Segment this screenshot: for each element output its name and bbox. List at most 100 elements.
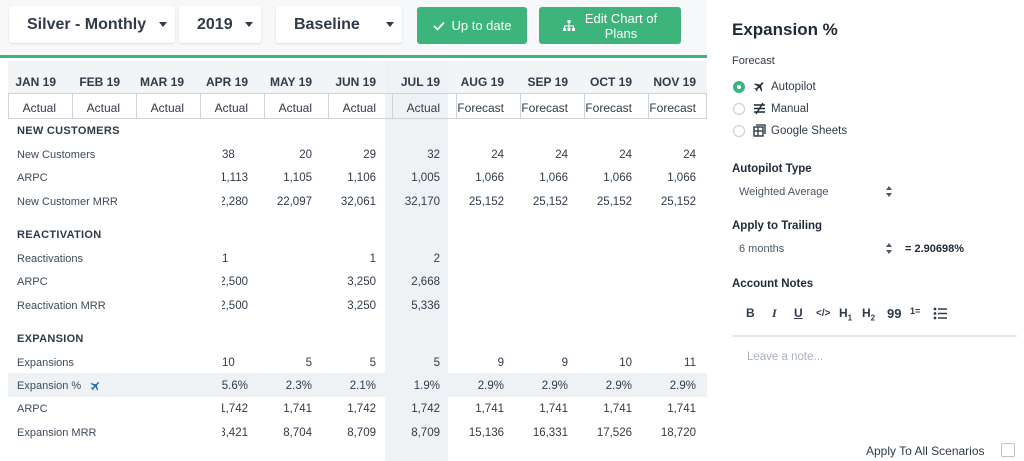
month-header: MAR 19 [139,75,184,89]
table-cell[interactable]: 2.9% [541,380,568,392]
table-cell[interactable]: 8,709 [347,427,376,439]
table-cell[interactable]: 2,500 [222,276,248,288]
table-cell[interactable]: 2.3% [285,380,312,392]
option-autopilot[interactable]: Autopilot [753,80,816,93]
table-cell[interactable]: 1 [369,253,376,265]
table-cell[interactable]: 1,741 [667,403,696,415]
table-cell[interactable]: 32,061 [340,196,376,208]
apply-all-scenarios-label: Apply To All Scenarios [866,444,985,458]
table-cell[interactable]: 1,113 [222,172,248,184]
table-cell[interactable]: 1,741 [603,403,632,415]
table-cell[interactable]: 24 [619,149,632,161]
table-cell[interactable]: 1,066 [475,172,504,184]
table-cell[interactable]: 8,704 [283,427,312,439]
table-cell[interactable]: 2.1% [349,380,376,392]
table-cell[interactable]: 2.9% [669,380,696,392]
table-cell[interactable]: 1 [222,253,229,265]
table-cell[interactable]: 15,136 [468,427,504,439]
row-label-expansion-pct[interactable]: Expansion % [17,380,102,392]
detail-panel: Expansion % Forecast Autopilot Manual Go… [707,0,1024,461]
up-to-date-button[interactable]: Up to date [417,7,527,44]
table-cell[interactable]: 1,741 [475,403,504,415]
table-cell[interactable]: 25,152 [660,196,696,208]
table-cell[interactable]: 5 [305,357,312,369]
ordered-list-button[interactable]: 1= [910,306,921,316]
table-cell[interactable]: 5.6% [222,380,248,392]
column-type-label: Actual [214,101,248,115]
apply-all-scenarios-checkbox[interactable] [1001,443,1015,457]
quote-button[interactable]: 99 [887,306,902,321]
table-cell[interactable]: 1,066 [667,172,696,184]
column-divider [328,93,329,118]
radio-google-sheets[interactable] [733,125,745,137]
radio-autopilot[interactable] [733,81,745,93]
table-cell[interactable]: 24 [683,149,696,161]
table-cell[interactable]: 8,421 [222,427,248,439]
column-type-label: Actual [86,101,120,115]
table-cell[interactable]: 5,336 [411,300,440,312]
table-cell[interactable]: 2.9% [605,380,632,392]
table-cell[interactable]: 16,331 [532,427,568,439]
option-google-sheets[interactable]: Google Sheets [753,124,847,137]
table-cell[interactable]: 1,066 [539,172,568,184]
table-cell[interactable]: 9 [497,357,504,369]
table-cell[interactable]: 1,741 [539,403,568,415]
table-cell[interactable]: 11 [684,357,696,369]
apply-trailing-select[interactable]: 6 months [732,237,892,261]
table-cell[interactable]: 22,097 [276,196,312,208]
plan-dropdown[interactable]: Silver - Monthly [9,6,175,43]
table-cell[interactable]: 3,250 [347,300,376,312]
table-cell[interactable]: 9 [561,357,568,369]
table-cell[interactable]: 17,526 [596,427,632,439]
table-cell[interactable]: 25,152 [532,196,568,208]
month-header: OCT 19 [589,75,632,89]
table-cell[interactable]: 10 [619,357,632,369]
bulleted-list-icon[interactable] [933,307,947,320]
bold-button[interactable]: B [746,306,755,320]
table-cell[interactable]: 1,742 [222,403,248,415]
underline-button[interactable]: U [794,306,803,320]
table-cell[interactable]: 24 [491,149,504,161]
column-divider [706,93,707,118]
table-cell[interactable]: 2.9% [477,380,504,392]
table-cell[interactable]: 29 [363,149,376,161]
code-button[interactable]: </> [816,308,831,319]
option-manual[interactable]: Manual [753,102,809,115]
table-cell[interactable]: 5 [433,357,440,369]
table-cell[interactable]: 1,742 [411,403,440,415]
table-cell[interactable]: 32 [427,149,440,161]
account-notes-label: Account Notes [732,278,814,290]
table-cell[interactable]: 1,741 [283,403,312,415]
table-cell[interactable]: 1.9% [413,380,440,392]
table-cell[interactable]: 2,500 [222,300,248,312]
row-label-arpc: ARPC [17,403,48,415]
scenario-dropdown[interactable]: Baseline [276,6,402,43]
table-cell[interactable]: 1,742 [347,403,376,415]
table-cell[interactable]: 32,170 [404,196,440,208]
table-cell[interactable]: 18,720 [660,427,696,439]
edit-chart-of-plans-button[interactable]: Edit Chart of Plans [539,7,681,44]
table-cell[interactable]: 25,152 [468,196,504,208]
italic-button[interactable]: I [772,306,777,320]
table-cell[interactable]: 5 [369,357,376,369]
note-editor[interactable]: Leave a note... [732,335,1017,430]
table-cell[interactable]: 3,250 [347,276,376,288]
table-cell[interactable]: 8,709 [411,427,440,439]
table-cell[interactable]: 1,005 [411,172,440,184]
table-cell[interactable]: 1,066 [603,172,632,184]
table-cell[interactable]: 25,152 [596,196,632,208]
table-cell[interactable]: 38 [222,149,235,161]
heading2-button[interactable]: H2 [862,306,876,323]
year-dropdown[interactable]: 2019 [179,6,261,43]
table-cell[interactable]: 24 [555,149,568,161]
table-cell[interactable]: 2,668 [411,276,440,288]
table-cell[interactable]: 42,280 [222,196,248,208]
table-cell[interactable]: 1,105 [283,172,312,184]
table-cell[interactable]: 10 [222,357,235,369]
table-cell[interactable]: 20 [299,149,312,161]
table-cell[interactable]: 1,106 [347,172,376,184]
table-cell[interactable]: 2 [433,253,440,265]
autopilot-type-select[interactable]: Weighted Average [732,180,892,204]
radio-manual[interactable] [733,103,745,115]
heading1-button[interactable]: H1 [839,306,853,323]
